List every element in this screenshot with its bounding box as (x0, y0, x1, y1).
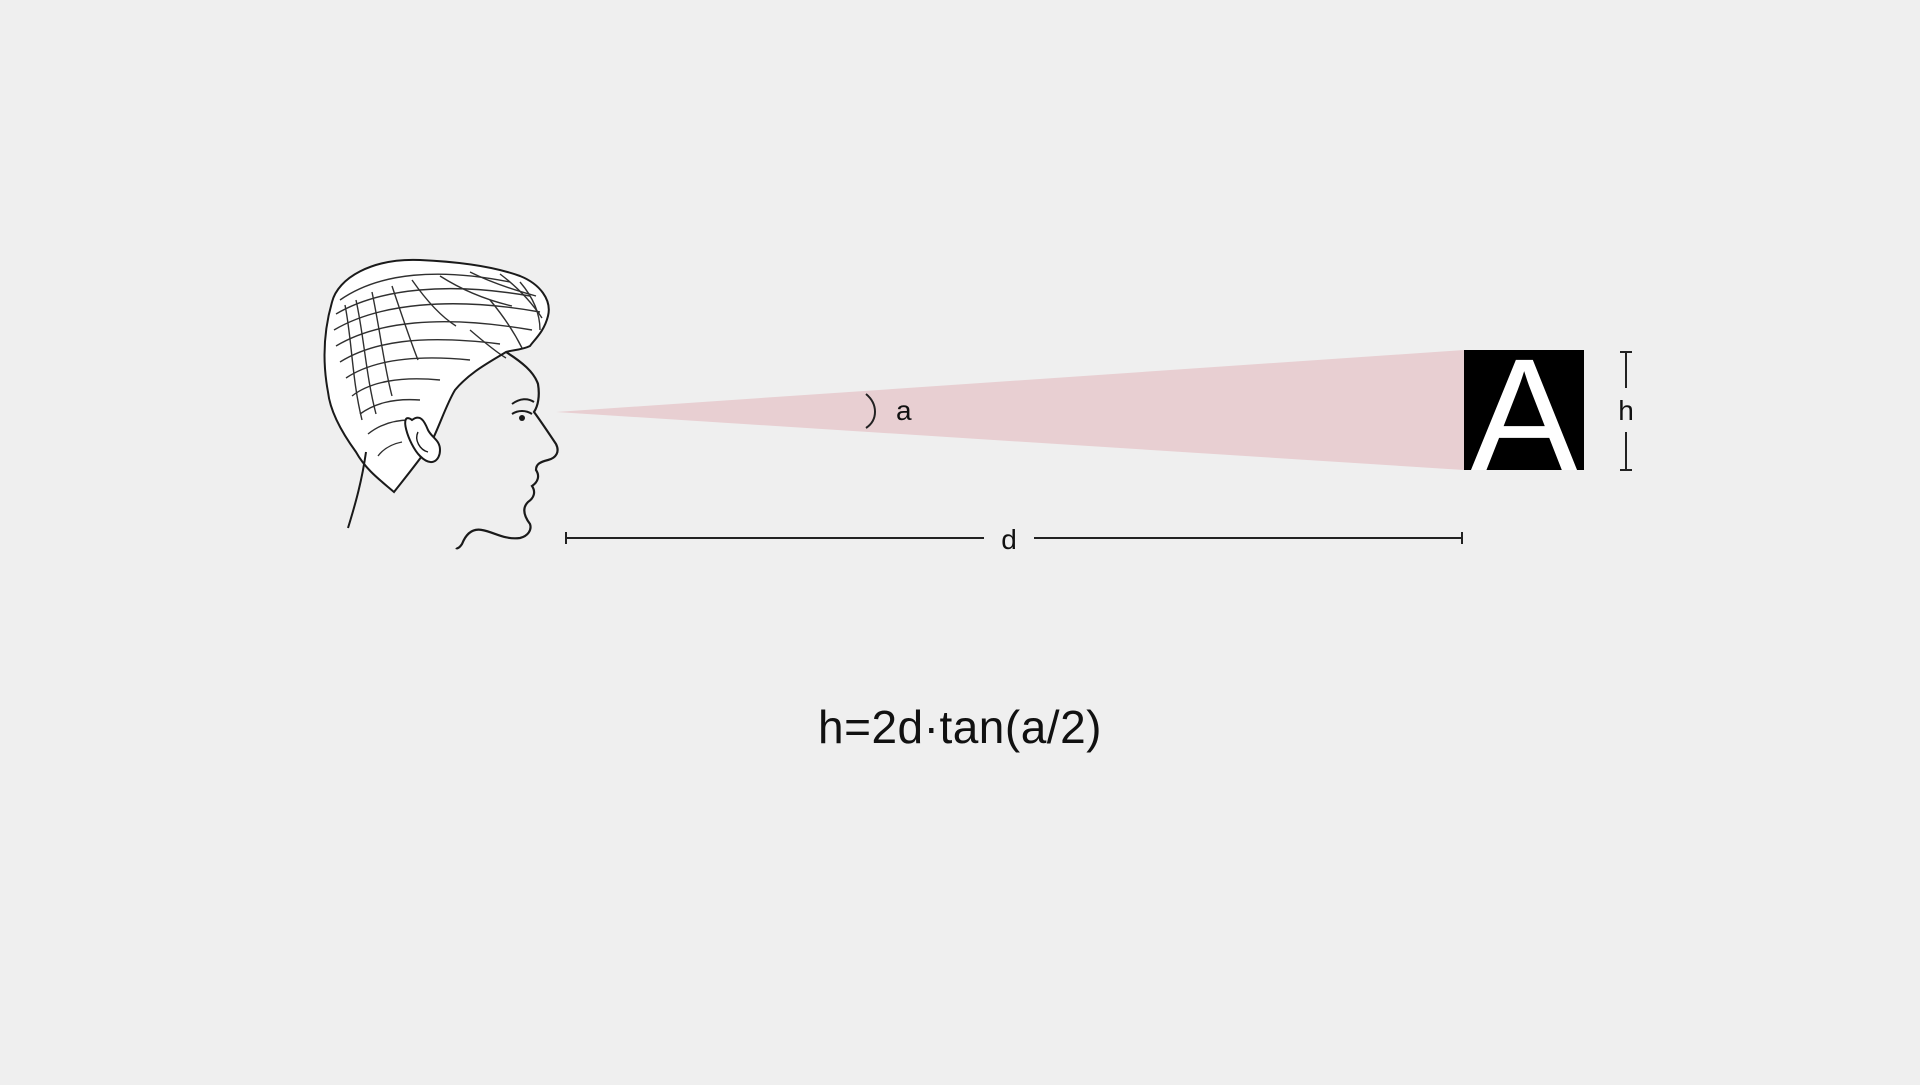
angle-arc (865, 393, 876, 429)
distance-dimension (565, 532, 1463, 544)
target-block (1464, 350, 1584, 470)
head-profile-icon (323, 258, 559, 550)
formula: h=2d·tan(a/2) (818, 701, 1102, 753)
height-label: h (1618, 395, 1634, 426)
view-cone (556, 350, 1464, 470)
height-dimension (1620, 351, 1632, 471)
distance-label: d (1001, 524, 1017, 555)
letter-a-block-icon: A (1464, 325, 1584, 504)
angle-label: a (896, 395, 912, 426)
target-letter: A (1471, 325, 1578, 504)
